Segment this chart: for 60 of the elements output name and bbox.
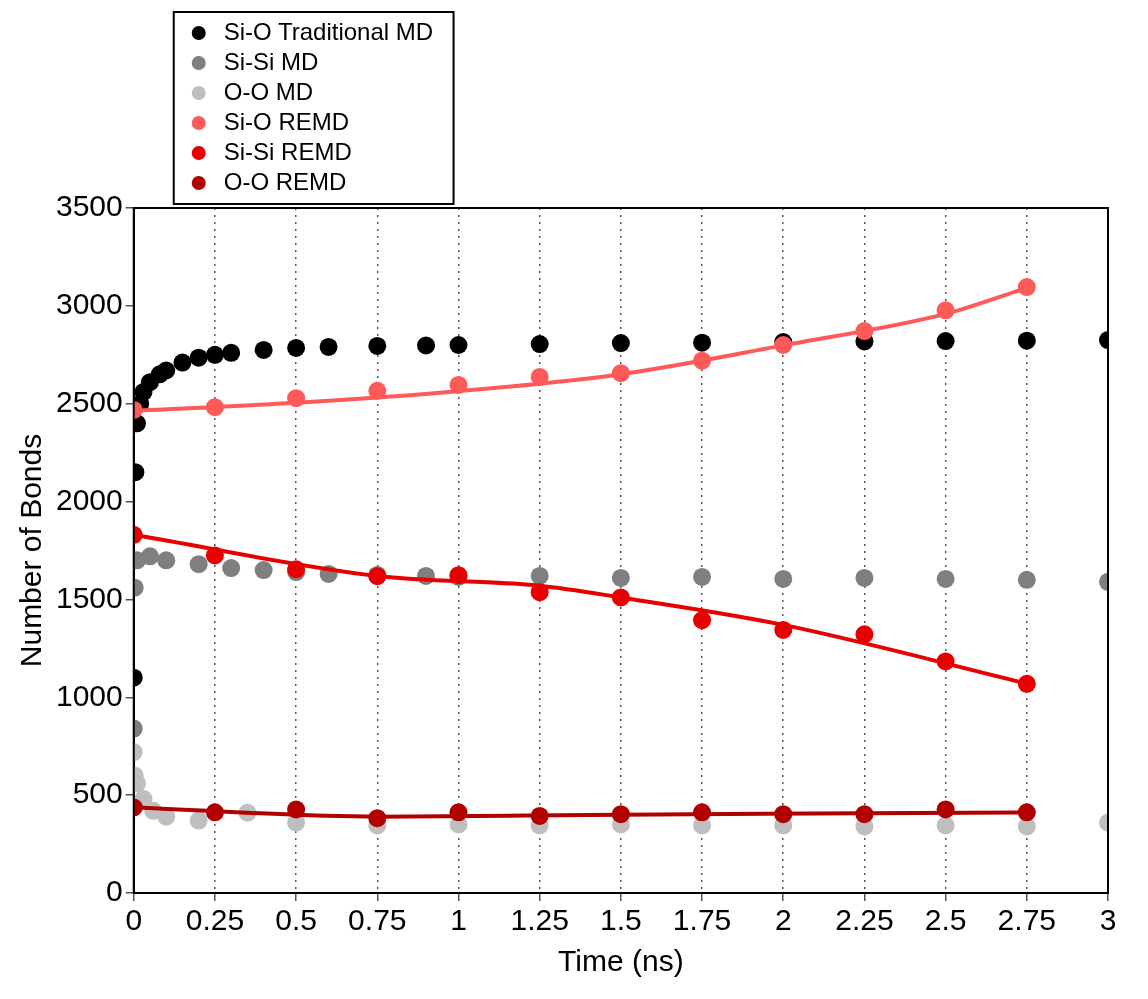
point: [693, 333, 712, 352]
point: [189, 555, 208, 574]
point: [189, 811, 208, 830]
x-tick-label: 2.5: [924, 903, 967, 937]
x-tick-label: 2.25: [835, 903, 894, 937]
point: [205, 345, 224, 364]
point: [222, 343, 241, 362]
y-tick-label: 1000: [55, 678, 123, 712]
legend-label: Si-O REMD: [223, 107, 350, 135]
point: [449, 336, 468, 354]
point: [222, 559, 241, 578]
x-tick-label: 0.5: [275, 903, 317, 937]
point: [254, 561, 273, 580]
point: [936, 332, 955, 351]
x-tick-label: 1.75: [672, 903, 732, 937]
y-tick-label: 3500: [55, 189, 123, 223]
y-tick-label: 0: [106, 874, 123, 908]
legend-label: Si-Si REMD: [223, 137, 352, 165]
point: [611, 568, 630, 587]
x-tick-label: 2: [774, 903, 792, 937]
point: [173, 353, 192, 372]
y-tick-label: 500: [72, 776, 123, 810]
point: [693, 611, 712, 630]
x-tick-label: 3: [1099, 903, 1117, 937]
point: [157, 361, 176, 380]
x-tick-label: 0.75: [348, 903, 407, 937]
point: [254, 340, 273, 359]
point: [189, 348, 208, 367]
point: [774, 569, 793, 588]
legend-label: Si-Si MD: [223, 47, 319, 75]
point: [936, 569, 955, 588]
x-axis-title: Time (ns): [558, 944, 684, 978]
point: [530, 566, 549, 585]
point: [530, 335, 549, 354]
x-tick-label: 1.25: [510, 903, 569, 937]
point: [368, 336, 387, 355]
point: [855, 625, 874, 644]
point: [855, 568, 874, 587]
legend-label: O-O REMD: [223, 167, 347, 195]
y-tick-label: 1500: [55, 580, 123, 614]
x-tick-label: 0.25: [185, 903, 245, 937]
y-tick-label: 2000: [55, 482, 123, 516]
point: [1017, 570, 1036, 589]
legend-label: O-O MD: [223, 77, 314, 105]
x-tick-label: 1: [450, 903, 467, 937]
point: [140, 547, 159, 566]
point: [319, 337, 338, 356]
x-tick-label: 2.75: [997, 903, 1057, 937]
point: [287, 338, 306, 357]
point: [611, 334, 630, 353]
point: [693, 567, 712, 586]
x-tick-label: 1.5: [600, 903, 642, 937]
legend-label: Si-O Traditional MD: [223, 17, 434, 45]
y-tick-label: 3000: [55, 287, 123, 321]
y-tick-label: 2500: [55, 384, 123, 418]
point: [157, 551, 176, 570]
point: [1017, 331, 1036, 350]
point: [417, 336, 436, 355]
point: [936, 816, 955, 835]
y-axis-title: Number of Bonds: [14, 433, 48, 668]
